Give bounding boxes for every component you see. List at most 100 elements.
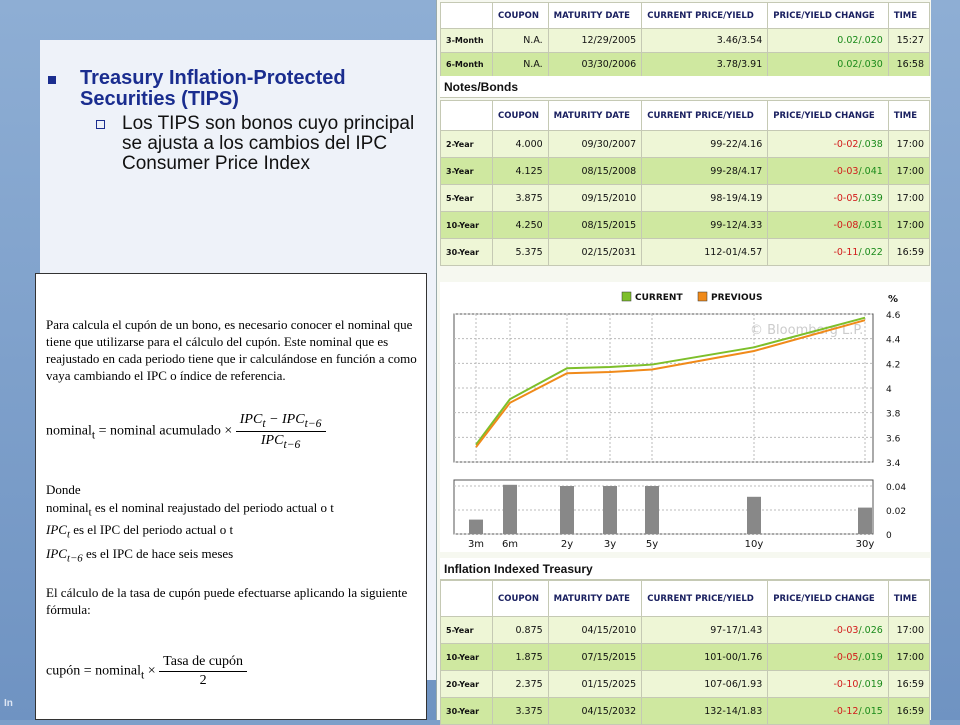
sub-bullet: Los TIPS son bonos cuyo principal se aju… (46, 114, 436, 174)
slide-bullets: Treasury Inflation-Protected Securities … (46, 68, 436, 174)
column-header: COUPON (492, 100, 549, 131)
series-line-current (475, 316, 866, 446)
row-label: 30-Year (440, 697, 493, 725)
coupon-fraction: Tasa de cupón 2 (159, 654, 248, 689)
table-row[interactable]: 20-Year 2.375 01/15/2025 107-06/1.93 -0-10/.… (440, 670, 931, 698)
yield-value: /1.43 (737, 624, 763, 636)
time-cell: 16:59 (887, 238, 931, 266)
table-row[interactable]: 3-Month N.A. 12/29/2005 3.46/3.54 0.02/.020 1… (440, 28, 931, 53)
price-yield-cell: 99-28/4.17 (641, 157, 769, 185)
maturity-cell: 09/15/2010 (547, 184, 643, 212)
yield-change-value: /.031 (858, 219, 883, 231)
yield-change-value: /.039 (858, 192, 883, 204)
maturity-cell: 03/30/2006 (547, 52, 643, 77)
x-tick-label: 30y (856, 539, 875, 550)
maturity-cell: 08/15/2008 (547, 157, 643, 185)
row-label: 6-Month (440, 52, 493, 77)
row-label: 10-Year (440, 211, 493, 239)
price-change-value: -0-11 (833, 246, 859, 258)
x-tick-label: 2y (561, 539, 573, 550)
table-row[interactable]: 30-Year 3.375 04/15/2032 132-14/1.83 -0-12/.… (440, 697, 931, 725)
coupon-cell: 3.375 (492, 697, 549, 725)
time-cell: 17:00 (887, 130, 931, 158)
price-yield-cell: 97-17/1.43 (641, 616, 769, 644)
time-cell: 15:27 (887, 28, 931, 53)
change-cell: -0-10/.019 (767, 670, 889, 698)
change-bar (747, 496, 761, 534)
table-row[interactable]: 10-Year 4.250 08/15/2015 99-12/4.33 -0-08/.0… (440, 211, 931, 239)
price-value: 97-17 (710, 624, 738, 636)
price-value: 99-28 (710, 165, 738, 177)
yield-change-value: /.020 (858, 35, 883, 46)
nominal-formula: nominalt = nominal acumulado × IPCt − IP… (46, 412, 326, 451)
change-cell: -0-11/.022 (767, 238, 889, 266)
bills-table: COUPON MATURITY DATE CURRENT PRICE/YIELD PR… (440, 2, 931, 77)
coupon-cell: 5.375 (492, 238, 549, 266)
table-row[interactable]: 6-Month N.A. 03/30/2006 3.78/3.91 0.02/.030 1… (440, 52, 931, 77)
time-cell: 17:00 (887, 643, 931, 671)
table-row[interactable]: 30-Year 5.375 02/15/2031 112-01/4.57 -0-11/.… (440, 238, 931, 266)
yield-value: /4.17 (737, 165, 763, 177)
coupon-formula: cupón = nominalt × Tasa de cupón 2 (46, 654, 248, 689)
price-change-value: 0.02 (837, 35, 859, 46)
doc-intro: Para calcula el cupón de un bono, es nec… (46, 317, 417, 383)
row-label: 5-Year (440, 184, 493, 212)
time-cell: 16:59 (887, 670, 931, 698)
square-bullet-icon (48, 76, 56, 84)
yield-value: /4.33 (737, 219, 763, 231)
coupon-cell: 3.875 (492, 184, 549, 212)
price-change-value: -0-10 (833, 678, 859, 690)
price-value: 98-19 (710, 192, 738, 204)
table-row[interactable]: 10-Year 1.875 07/15/2015 101-00/1.76 -0-05/.… (440, 643, 931, 671)
price-value: 132-14 (704, 705, 738, 717)
row-label: 2-Year (440, 130, 493, 158)
price-yield-cell: 99-22/4.16 (641, 130, 769, 158)
change-bar (503, 484, 517, 534)
yield-value: /1.83 (737, 705, 763, 717)
table-row[interactable]: 5-Year 0.875 04/15/2010 97-17/1.43 -0-03/.02… (440, 616, 931, 644)
maturity-cell: 04/15/2032 (547, 697, 643, 725)
bar-y-tick-label: 0.04 (886, 483, 906, 493)
time-cell: 17:00 (887, 184, 931, 212)
notes-table: COUPON MATURITY DATE CURRENT PRICE/YIELD PR… (440, 100, 931, 266)
column-header: PRICE/YIELD CHANGE (767, 2, 889, 29)
price-yield-cell: 107-06/1.93 (641, 670, 769, 698)
table-row[interactable]: 3-Year 4.125 08/15/2008 99-28/4.17 -0-03/.04… (440, 157, 931, 185)
time-cell: 16:59 (887, 697, 931, 725)
maturity-cell: 12/29/2005 (547, 28, 643, 53)
change-cell: -0-05/.039 (767, 184, 889, 212)
price-change-value: 0.02 (837, 59, 859, 70)
change-bar (603, 486, 617, 534)
column-header: COUPON (492, 580, 549, 617)
table-row[interactable]: 2-Year 4.000 09/30/2007 99-22/4.16 -0-02/.03… (440, 130, 931, 158)
column-header: TIME (887, 100, 931, 131)
bullet-title-text: Treasury Inflation-Protected Securities … (80, 67, 346, 110)
legend-swatch-current (621, 291, 632, 302)
column-header: CURRENT PRICE/YIELD (641, 100, 769, 131)
price-change-value: -0-12 (833, 705, 859, 717)
table-header-row: COUPON MATURITY DATE CURRENT PRICE/YIELD PR… (440, 100, 931, 131)
table-row[interactable]: 5-Year 3.875 09/15/2010 98-19/4.19 -0-05/.03… (440, 184, 931, 212)
price-change-value: -0-05 (833, 192, 859, 204)
yield-value: /4.19 (737, 192, 763, 204)
change-cell: 0.02/.030 (767, 52, 889, 77)
yield-value: /1.93 (737, 678, 763, 690)
y-tick-label: 4.2 (886, 360, 900, 370)
definition-ipc: IPCt es el IPC del periodo actual o t (46, 522, 234, 541)
coupon-cell: 1.875 (492, 643, 549, 671)
legend-label-previous: PREVIOUS (711, 293, 762, 303)
y-tick-label: 3.4 (886, 459, 901, 469)
tips-table: COUPON MATURITY DATE CURRENT PRICE/YIELD PR… (440, 580, 931, 725)
x-tick-label: 6m (502, 539, 518, 550)
price-yield-cell: 3.78/3.91 (641, 52, 769, 77)
price-change-value: -0-03 (833, 165, 859, 177)
column-header: PRICE/YIELD CHANGE (767, 580, 889, 617)
unit-label: % (888, 294, 898, 305)
row-label: 5-Year (440, 616, 493, 644)
y-tick-label: 3.6 (886, 434, 901, 444)
maturity-cell: 02/15/2031 (547, 238, 643, 266)
price-yield-cell: 101-00/1.76 (641, 643, 769, 671)
coupon-cell: N.A. (492, 52, 549, 77)
x-tick-label: 5y (646, 539, 658, 550)
table-header-row: COUPON MATURITY DATE CURRENT PRICE/YIELD PR… (440, 580, 931, 617)
